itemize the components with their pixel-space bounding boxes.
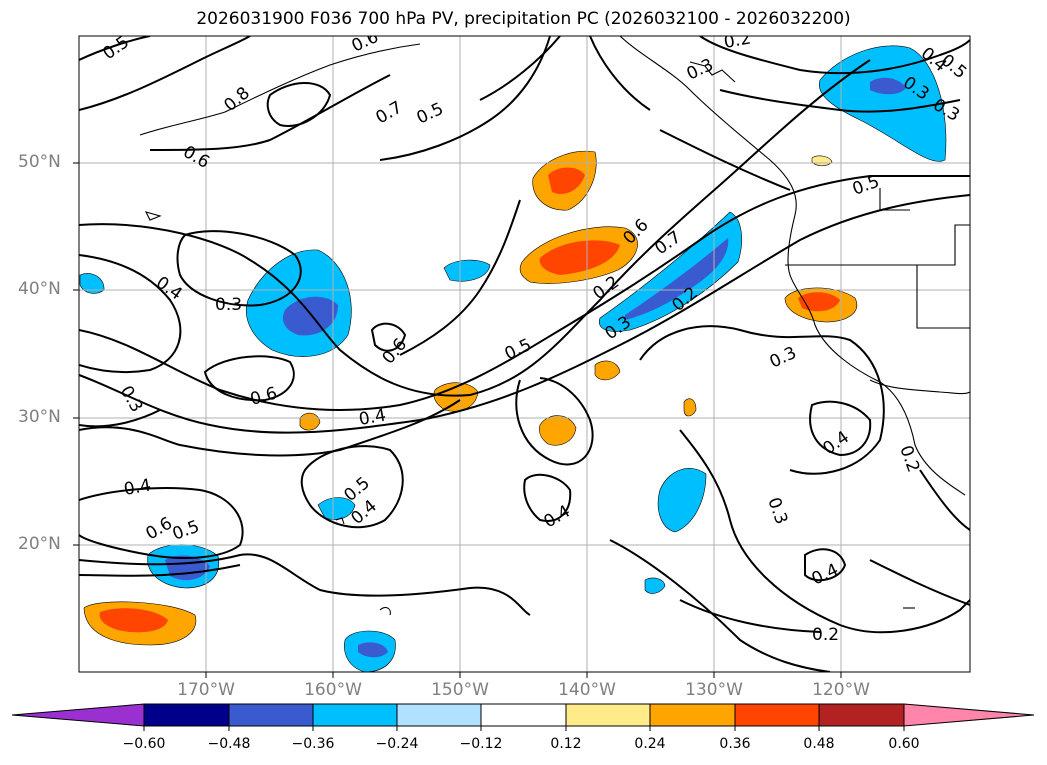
colorbar-tick-label: −0.12 xyxy=(459,736,503,752)
precip-shading xyxy=(79,45,947,672)
contour-label: 0.3 xyxy=(763,495,791,527)
contour-label: 0.5 xyxy=(502,335,535,365)
contour-label: 0.6 xyxy=(379,335,412,369)
contour-label: 0.3 xyxy=(116,383,147,416)
lat-label-40n: 40°N xyxy=(18,279,61,299)
lon-label-140w: 140°W xyxy=(558,680,616,700)
precip-neg-ne xyxy=(818,45,947,162)
lon-label-120w: 120°W xyxy=(812,680,870,700)
coastlines xyxy=(139,36,970,616)
contour-label: 0.5 xyxy=(414,99,447,129)
lat-label-50n: 50°N xyxy=(18,152,61,172)
contour-label: 0.6 xyxy=(180,142,213,173)
contour-label: 0.3 xyxy=(215,295,242,315)
contour-label: 0.5 xyxy=(170,517,202,545)
graticule xyxy=(79,36,970,672)
contour-label: 0.3 xyxy=(767,343,800,373)
lon-label-160w: 160°W xyxy=(304,680,362,700)
contour-labels: 0.5 0.6 0.8 0.7 0.5 0.6 0.2 0.3 0.4 0.3 … xyxy=(99,29,970,645)
map-title: 2026031900 F036 700 hPa PV, precipitatio… xyxy=(196,9,851,29)
colorbar-tick-label: 0.12 xyxy=(550,736,582,752)
contour-label: 0.3 xyxy=(684,55,717,85)
contour-label: 0.5 xyxy=(99,32,133,64)
pv-contours xyxy=(79,36,970,672)
contour-label: 0.2 xyxy=(812,625,839,645)
contour-label: 0.4 xyxy=(809,560,842,590)
colorbar-tick-label: −0.48 xyxy=(207,736,251,752)
contour-label: 0.4 xyxy=(122,476,152,500)
colorbar-tick-label: 0.36 xyxy=(719,736,751,752)
axis-ticks xyxy=(73,162,842,678)
contour-label: 0.2 xyxy=(722,29,752,53)
colorbar-tick-label: 0.60 xyxy=(888,736,920,752)
precip-neg-band xyxy=(599,211,743,332)
contour-label: 0.8 xyxy=(220,83,254,116)
lon-label-150w: 150°W xyxy=(431,680,489,700)
colorbar-tick-label: −0.24 xyxy=(375,736,419,752)
colorbar-tick-label: 0.24 xyxy=(634,736,666,752)
contour-label: 0.2 xyxy=(895,443,923,475)
contour-label: 0.6 xyxy=(248,384,279,410)
colorbar-extend-low xyxy=(11,703,145,727)
colorbar-tick-label: −0.36 xyxy=(291,736,335,752)
contour-label: 0.4 xyxy=(357,406,387,430)
map-frame xyxy=(78,35,971,673)
colorbar-tick-label: 0.48 xyxy=(803,736,835,752)
colorbar-extend-high xyxy=(903,703,1035,727)
lon-label-170w: 170°W xyxy=(177,680,235,700)
contour-label: 0.7 xyxy=(373,97,406,128)
lat-label-30n: 30°N xyxy=(18,407,61,427)
colorbar-tick-label: −0.60 xyxy=(122,736,166,752)
lat-label-20n: 20°N xyxy=(18,534,61,554)
lon-label-130w: 130°W xyxy=(685,680,743,700)
colorbar xyxy=(11,703,1035,731)
